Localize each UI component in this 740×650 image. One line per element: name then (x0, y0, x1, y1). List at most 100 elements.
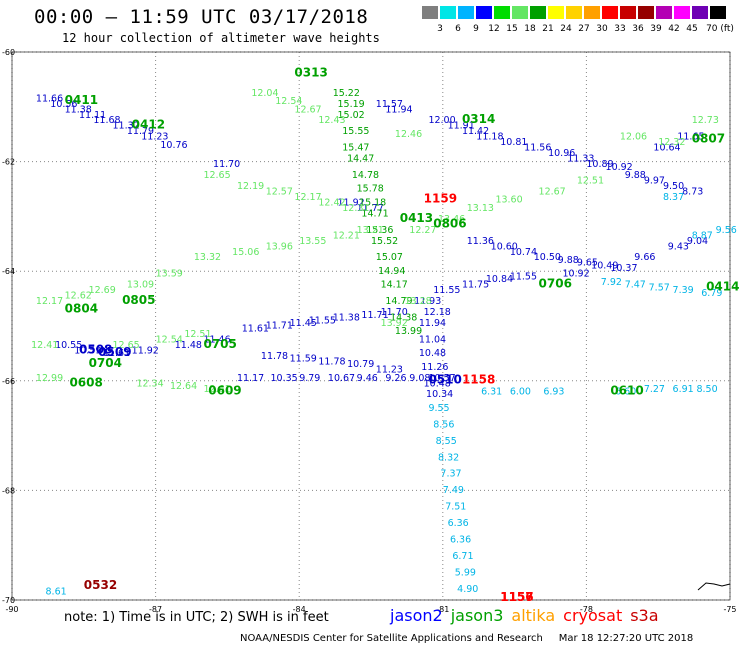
data-point: 7.27 (644, 384, 665, 395)
time-label: 0414 (706, 279, 739, 293)
data-point: 12.41 (31, 340, 58, 351)
data-point: 11.68 (93, 115, 120, 126)
data-point: 7.57 (649, 282, 670, 293)
legend-entry-cryosat: cryosat (563, 606, 623, 625)
time-label: 0413 (400, 211, 433, 225)
data-point: 11.42 (462, 126, 489, 137)
data-point: 10.92 (562, 269, 589, 280)
data-point: 13.99 (395, 326, 422, 337)
data-point: 9.88 (558, 255, 579, 266)
data-point: 11.55 (510, 271, 537, 282)
chart-subtitle: 12 hour collection of altimeter wave hei… (62, 31, 380, 45)
data-point: 12.18 (424, 307, 451, 318)
data-point: 12.19 (237, 181, 264, 192)
data-point: 6.00 (510, 387, 531, 398)
y-tick-label: -60 (2, 48, 15, 57)
data-point: 10.92 (606, 162, 633, 173)
data-point: 12.17 (294, 192, 321, 203)
data-point: 10.34 (426, 389, 453, 400)
data-point: 11.17 (237, 373, 264, 384)
data-point: 11.36 (467, 236, 494, 247)
data-point: 4.90 (457, 584, 478, 595)
data-point: 12.46 (395, 129, 422, 140)
data-point: 12.64 (170, 381, 197, 392)
data-point: 8.32 (438, 452, 459, 463)
data-point: 10.84 (486, 274, 513, 285)
data-point: 15.47 (342, 143, 369, 154)
data-point: 12.21 (333, 230, 360, 241)
time-label: 1158 (462, 373, 495, 387)
colorbar-swatch (674, 6, 690, 19)
data-point: 11.71 (266, 321, 293, 332)
data-point: 9.43 (668, 241, 689, 252)
data-point: 11.32 (113, 121, 140, 132)
data-point: 15.07 (376, 252, 403, 263)
legend-entry-jason2: jason2 (390, 606, 443, 625)
colorbar-swatch (530, 6, 546, 19)
coastline (697, 582, 731, 591)
data-point: 9.55 (428, 403, 449, 414)
data-point: 12.54 (156, 334, 183, 345)
colorbar-swatch (620, 6, 636, 19)
data-point: 11.94 (385, 104, 412, 115)
data-point: 15.22 (333, 88, 360, 99)
data-point: 13.13 (467, 203, 494, 214)
colorbar-label: 42 (668, 24, 680, 34)
data-point: 10.81 (500, 137, 527, 148)
colorbar-label: 36 (632, 24, 644, 34)
data-point: 13.92 (381, 318, 408, 329)
data-point: 11.91 (448, 121, 475, 132)
time-labels: 0411 0313 0412 0314 0807 1159 0413 0806 0706 0414… (65, 66, 740, 604)
data-point: 10.60 (491, 241, 518, 252)
data-point: 6.36 (448, 518, 469, 529)
data-point: 6.31 (481, 387, 502, 398)
data-point: 6.91 (673, 384, 694, 395)
data-point: 10.64 (653, 143, 680, 154)
data-point: 14.17 (381, 280, 408, 291)
time-label: 0610 (610, 384, 643, 398)
data-point: 7.51 (445, 502, 466, 513)
data-point: 12.99 (36, 373, 63, 384)
data-point: 12.31 (342, 203, 369, 214)
time-label: 0508 (79, 342, 112, 356)
data-point: 13.32 (194, 252, 221, 263)
colorbar-label: 30 (596, 24, 608, 34)
data-point: 10.96 (548, 148, 575, 159)
x-tick-label: -75 (723, 605, 736, 614)
data-point: 14.71 (361, 208, 388, 219)
data-point: 11.71 (361, 310, 388, 321)
x-tick-label: -90 (5, 605, 18, 614)
colorbar-swatch (602, 6, 618, 19)
data-point: 9.79 (299, 373, 320, 384)
time-label: 0609 (208, 384, 241, 398)
data-point: 12.73 (692, 115, 719, 126)
colorbar-label: 9 (473, 24, 479, 34)
data-point: 11.11 (79, 110, 106, 121)
data-point: 11.61 (242, 323, 269, 334)
colorbar-swatch (656, 6, 672, 19)
data-point: 12.17 (36, 296, 63, 307)
colorbar-label: 45 (686, 24, 698, 34)
y-tick-label: -66 (2, 377, 15, 386)
colorbar-label: 15 (506, 24, 518, 34)
data-point: 12.06 (620, 132, 647, 143)
legend-entry-jason3: jason3 (450, 606, 504, 625)
time-label: 0313 (294, 66, 327, 80)
time-label: 0509 (98, 345, 131, 359)
data-point: 6.71 (452, 551, 473, 562)
colorbar-swatch (494, 6, 510, 19)
data-point: 12.67 (539, 186, 566, 197)
data-point: 12.51 (184, 329, 211, 340)
data-point: 11.59 (290, 354, 317, 365)
data-point: 10.56 (50, 99, 77, 110)
data-point: 11.18 (476, 132, 503, 143)
legend-entry-s3a: s3a (630, 606, 659, 625)
data-point: 12.57 (266, 186, 293, 197)
data-point: 6.36 (450, 534, 471, 545)
data-point: 11.78 (318, 356, 345, 367)
data-point: 15.78 (357, 184, 384, 195)
x-tick-label: -78 (580, 605, 593, 614)
x-tick-label: -84 (293, 605, 306, 614)
data-point: 10.76 (160, 140, 187, 151)
colorbar-swatch (512, 6, 528, 19)
